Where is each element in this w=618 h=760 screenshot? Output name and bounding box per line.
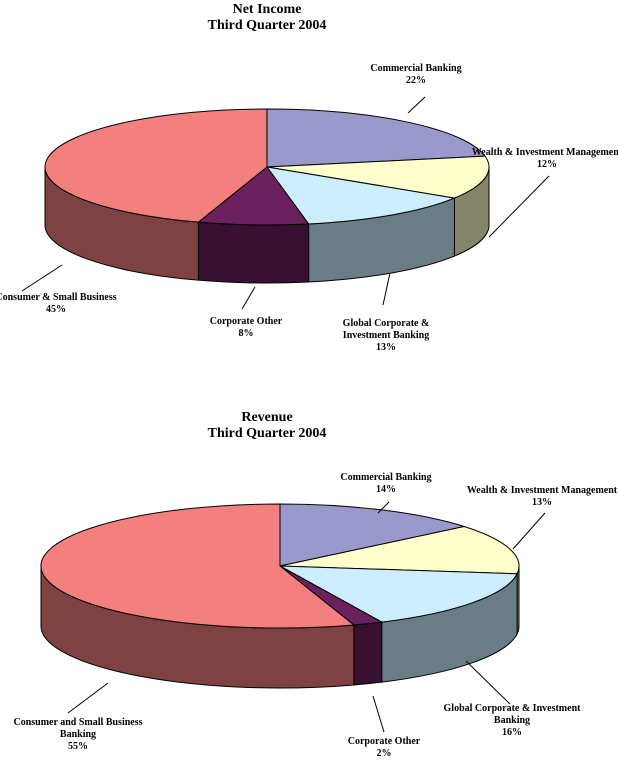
leader-line-corporate-other: [372, 695, 385, 733]
slice-label-wealth-and-investment-management: Wealth & Investment Management 12%: [472, 147, 618, 170]
chart-title: Revenue: [241, 410, 292, 425]
slice-label-wealth-and-investment-management: Wealth & Investment Management 13%: [467, 485, 618, 508]
leader-line-global-corporate-and-investment-banking: [382, 272, 391, 306]
leader-line-wealth-and-investment-management: [512, 512, 546, 550]
leader-line-commercial-banking: [377, 501, 390, 514]
leader-line-corporate-other: [241, 286, 256, 310]
pie-slice-consumer-and-small-business-banking: [40, 503, 356, 629]
chart-subtitle: Third Quarter 2004: [208, 18, 327, 33]
slice-label-corporate-other: Corporate Other 2%: [348, 736, 421, 759]
pie-slice-consumer-and-small-business: [44, 108, 268, 223]
leader-line-consumer-and-small-business-banking: [67, 682, 109, 714]
slice-label-corporate-other: Corporate Other 8%: [210, 316, 283, 339]
pie-side-corporate-other: [353, 621, 383, 686]
leader-line-consumer-and-small-business: [21, 264, 63, 292]
pie-slice-wealth-and-investment-management: [279, 525, 520, 575]
slice-label-global-corporate-and-investment-banking: Global Corporate & Investment Banking 13%: [343, 318, 430, 353]
slice-label-consumer-and-small-business-banking: Consumer and Small Business Banking 55%: [13, 717, 142, 752]
pie-slice-commercial-banking: [266, 108, 487, 168]
pie-side-corporate-other: [197, 221, 310, 284]
chart-subtitle: Third Quarter 2004: [208, 426, 327, 441]
pie-slice-corporate-other: [197, 166, 310, 226]
leader-line-wealth-and-investment-management: [488, 175, 550, 238]
leader-line-commercial-banking: [407, 96, 426, 114]
chart-title: Net Income: [233, 2, 302, 17]
pie-slice-wealth-and-investment-management: [266, 155, 490, 199]
pie-slice-global-corporate-and-investment-banking: [265, 166, 457, 225]
slice-label-commercial-banking: Commercial Banking 14%: [340, 472, 431, 495]
pie-slice-global-corporate-and-investment-banking: [279, 565, 518, 623]
slice-label-global-corporate-and-investment-banking: Global Corporate & Investment Banking 16%: [444, 703, 582, 738]
slice-label-consumer-and-small-business: Consumer & Small Business 45%: [0, 292, 117, 315]
leader-line-global-corporate-and-investment-banking: [465, 660, 511, 705]
slice-label-commercial-banking: Commercial Banking 22%: [370, 63, 461, 86]
